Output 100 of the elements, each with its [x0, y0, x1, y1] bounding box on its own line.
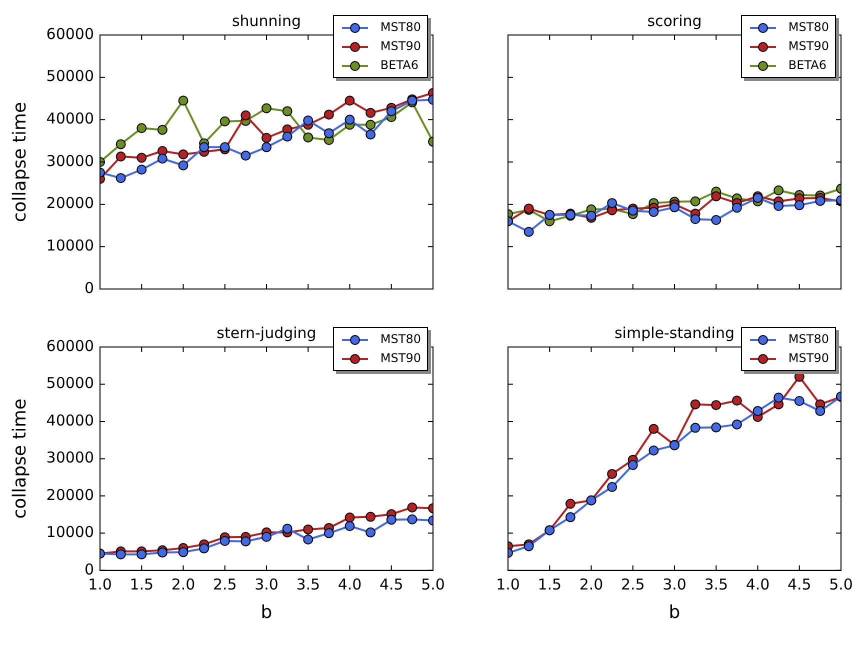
point	[240, 536, 251, 546]
point	[690, 214, 700, 224]
point	[732, 396, 742, 406]
point	[324, 110, 334, 120]
point	[344, 114, 355, 125]
x-tick-label: 2.5	[620, 575, 645, 594]
legend-label: MST90	[788, 38, 829, 55]
point	[648, 206, 659, 217]
point	[690, 422, 700, 433]
point	[407, 502, 418, 512]
y-tick-label: 0	[84, 278, 94, 297]
point	[794, 200, 804, 210]
x-tick-label: 2.5	[212, 575, 237, 594]
point	[366, 512, 376, 522]
point	[607, 468, 618, 479]
point	[366, 527, 376, 538]
point	[344, 512, 355, 523]
x-axis-title: b	[260, 602, 272, 623]
point	[116, 151, 126, 162]
point	[648, 424, 659, 434]
y-tick-label: 60000	[46, 336, 94, 355]
point	[732, 202, 742, 213]
point	[116, 549, 126, 560]
legend-label: MST90	[380, 38, 421, 55]
point	[262, 132, 272, 143]
x-tick-label: 3.5	[296, 575, 320, 594]
x-tick-label: 4.0	[338, 575, 362, 594]
point	[366, 120, 376, 130]
point	[178, 96, 188, 106]
y-tick-label: 30000	[46, 448, 94, 467]
legend-label: MST80	[380, 19, 421, 36]
y-tick-label: 30000	[46, 152, 94, 170]
x-tick-label: 4.5	[379, 575, 404, 594]
point	[303, 534, 314, 544]
point	[324, 528, 334, 538]
x-tick-label: 4.5	[787, 575, 812, 594]
chart-title: stern-judging	[216, 324, 316, 342]
point	[344, 96, 355, 106]
point	[136, 164, 147, 175]
point	[648, 446, 659, 456]
point	[282, 132, 292, 142]
point	[711, 214, 722, 225]
point	[262, 103, 272, 114]
point	[386, 514, 396, 525]
point	[178, 160, 188, 170]
y-tick-label: 40000	[46, 411, 94, 430]
point	[262, 142, 272, 152]
point	[157, 124, 168, 135]
point	[262, 532, 272, 542]
x-tick-label: 5.0	[421, 575, 445, 594]
x-tick-label: 3.0	[254, 575, 278, 594]
point	[752, 406, 763, 416]
y-tick-label: 10000	[46, 523, 94, 542]
x-tick-label: 2.0	[171, 575, 196, 594]
point	[178, 547, 188, 558]
point	[303, 116, 314, 126]
point	[690, 399, 700, 410]
point	[386, 106, 396, 116]
x-axis-title: b	[668, 602, 680, 623]
point	[116, 139, 126, 150]
x-tick-label: 5.0	[829, 575, 853, 594]
point	[711, 191, 722, 202]
legend-label: BETA6	[788, 57, 826, 74]
x-tick-label: 1.0	[496, 575, 520, 594]
point	[607, 198, 618, 208]
point	[774, 392, 784, 403]
point	[407, 514, 418, 524]
y-tick-label: 50000	[46, 374, 94, 392]
point	[136, 549, 147, 560]
point	[628, 460, 638, 470]
legend-label: MST90	[788, 350, 829, 367]
point	[116, 173, 126, 184]
point	[178, 149, 188, 160]
point	[199, 142, 210, 152]
point	[732, 419, 742, 430]
point	[240, 150, 251, 161]
point	[303, 132, 314, 142]
point	[565, 498, 576, 509]
y-tick-label: 10000	[46, 236, 94, 255]
y-tick-label: 60000	[46, 24, 94, 43]
point	[157, 154, 168, 164]
point	[303, 524, 314, 534]
point	[282, 524, 292, 534]
x-tick-label: 4.0	[746, 575, 770, 594]
point	[711, 422, 722, 432]
point	[324, 128, 334, 138]
chart-title: scoring	[647, 12, 702, 30]
point	[815, 196, 826, 206]
point	[774, 185, 784, 196]
chart-title: simple-standing	[614, 324, 735, 342]
point	[220, 536, 230, 546]
point	[136, 123, 147, 134]
point	[282, 106, 292, 116]
chart-title: shunning	[232, 12, 302, 30]
point	[366, 108, 376, 118]
y-tick-label: 40000	[46, 110, 94, 128]
point	[815, 406, 826, 416]
y-tick-label: 20000	[46, 486, 94, 504]
point	[670, 202, 680, 212]
y-axis-title: collapse time	[9, 398, 30, 519]
